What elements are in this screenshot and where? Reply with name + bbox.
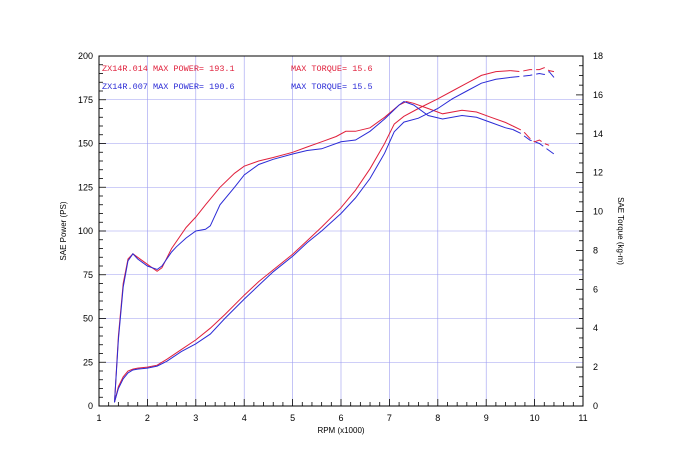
power-line-dashed-zx14r-007 bbox=[512, 129, 555, 155]
y2-tick-label: 16 bbox=[593, 90, 603, 100]
annotation-text: ZX14R.007 MAX POWER= 190.6 bbox=[102, 82, 235, 92]
y-tick-label: 125 bbox=[78, 182, 93, 192]
y2-tick-label: 10 bbox=[593, 207, 603, 217]
annotations: ZX14R.014 MAX POWER= 193.1 ZX14R.007 MAX … bbox=[102, 64, 373, 92]
annotation-text: MAX TORQUE= 15.5 bbox=[291, 82, 373, 92]
y2-tick-label: 8 bbox=[593, 245, 598, 255]
annotation-text: ZX14R.014 MAX POWER= 193.1 bbox=[102, 64, 235, 74]
power-line-dashed-zx14r-014 bbox=[512, 125, 550, 146]
x-tick-label: 2 bbox=[145, 413, 150, 423]
y-axis-title: SAE Power (PS) bbox=[59, 201, 68, 260]
y2-tick-label: 14 bbox=[593, 129, 603, 139]
y2-tick-label: 18 bbox=[593, 51, 603, 61]
y-tick-label: 150 bbox=[78, 139, 93, 149]
torque-line-dashed-zx14r-014 bbox=[510, 67, 555, 73]
power-line-zx14r-014 bbox=[114, 100, 514, 403]
x-tick-label: 1 bbox=[96, 413, 101, 423]
y-tick-label: 75 bbox=[83, 270, 93, 280]
x-tick-label: 4 bbox=[242, 413, 247, 423]
x-tick-label: 7 bbox=[387, 413, 392, 423]
y2-tick-label: 6 bbox=[593, 284, 598, 294]
y-tick-label: 100 bbox=[78, 226, 93, 236]
annotation-text: MAX TORQUE= 15.6 bbox=[291, 64, 373, 74]
axes: 1 2 3 4 5 6 7 8 9 10 11025507510012515017520002468… bbox=[59, 51, 625, 435]
x-tick-label: 8 bbox=[435, 413, 440, 423]
y-tick-label: 175 bbox=[78, 95, 93, 105]
y2-tick-label: 4 bbox=[593, 323, 598, 333]
x-axis-title: RPM (x1000) bbox=[317, 426, 364, 435]
y2-tick-label: 12 bbox=[593, 168, 603, 178]
x-tick-label: 11 bbox=[578, 413, 587, 423]
x-tick-label: 9 bbox=[484, 413, 489, 423]
y2-tick-label: 0 bbox=[593, 401, 598, 411]
power-line-zx14r-007 bbox=[114, 100, 513, 403]
torque-line-dashed-zx14r-007 bbox=[510, 70, 555, 78]
torque-line-zx14r-014 bbox=[114, 70, 511, 403]
grid bbox=[99, 56, 583, 406]
x-tick-label: 3 bbox=[193, 413, 198, 423]
x-tick-label: 10 bbox=[530, 413, 540, 423]
y2-axis-title: SAE Torque (kg-m) bbox=[616, 197, 625, 265]
y-tick-label: 200 bbox=[78, 51, 93, 61]
y2-tick-label: 2 bbox=[593, 362, 598, 372]
x-tick-label: 5 bbox=[290, 413, 295, 423]
torque-line-zx14r-007 bbox=[114, 76, 511, 403]
y-tick-label: 0 bbox=[88, 401, 93, 411]
y-tick-label: 50 bbox=[83, 314, 93, 324]
y-tick-label: 25 bbox=[83, 357, 93, 367]
x-tick-label: 6 bbox=[338, 413, 343, 423]
series-layer bbox=[114, 67, 555, 403]
